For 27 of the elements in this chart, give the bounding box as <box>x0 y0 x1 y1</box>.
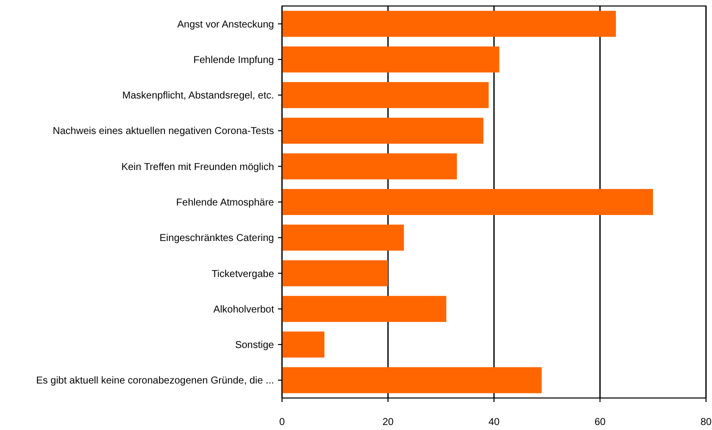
x-tick-label: 80 <box>700 417 712 428</box>
bar <box>282 10 616 37</box>
bar <box>282 296 446 322</box>
bar <box>282 332 324 358</box>
y-tick-label: Sonstige <box>235 340 274 352</box>
bar <box>282 260 388 286</box>
y-tick-label: Maskenpflicht, Abstandsregel, etc. <box>122 90 274 102</box>
y-tick-label: Alkoholverbot <box>213 304 274 316</box>
bar <box>282 153 457 180</box>
y-tick-label: Fehlende Impfung <box>193 54 274 66</box>
y-tick-label: Fehlende Atmosphäre <box>176 198 274 208</box>
y-tick-label: Kein Treffen mit Freunden möglich <box>121 162 274 173</box>
bar <box>282 82 489 108</box>
x-tick-label: 20 <box>382 417 394 428</box>
bar <box>282 46 500 72</box>
x-tick-label: 60 <box>594 417 606 428</box>
y-tick-label: Ticketvergabe <box>212 268 274 280</box>
x-tick-label: 0 <box>279 417 286 428</box>
y-tick-label: Angst vor Ansteckung <box>177 19 274 30</box>
x-tick-label: 40 <box>488 417 500 428</box>
bar <box>282 118 484 144</box>
bar <box>282 224 404 251</box>
y-tick-label: Es gibt aktuell keine coronabezogenen Gründe, die ... <box>36 376 274 387</box>
y-tick-label: Eingeschränktes Catering <box>159 233 274 244</box>
bar <box>282 188 653 216</box>
y-tick-label: Nachweis eines aktuellen negativen Corona-Tests <box>52 126 274 138</box>
bar <box>282 367 542 394</box>
